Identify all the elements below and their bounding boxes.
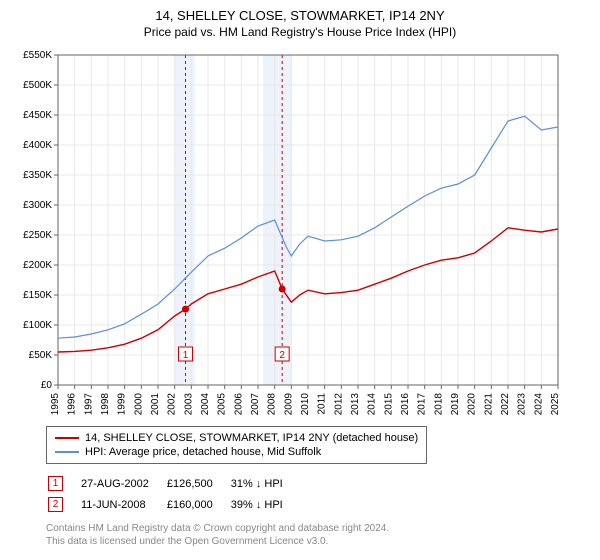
event-row: 1 27-AUG-2002 £126,500 31% ↓ HPI [48,474,299,493]
svg-text:2003: 2003 [183,393,194,415]
event-pct: 39% ↓ HPI [231,495,299,514]
svg-text:2005: 2005 [217,393,228,415]
svg-text:£200K: £200K [23,260,52,271]
event-pct: 31% ↓ HPI [231,474,299,493]
svg-text:2001: 2001 [150,393,161,415]
legend-label-property: 14, SHELLEY CLOSE, STOWMARKET, IP14 2NY … [85,432,418,444]
svg-text:£500K: £500K [23,80,52,91]
svg-text:2019: 2019 [450,393,461,415]
event-date: 11-JUN-2008 [81,495,165,514]
svg-text:2022: 2022 [500,393,511,415]
svg-text:£250K: £250K [23,230,52,241]
svg-text:2006: 2006 [233,393,244,415]
legend: 14, SHELLEY CLOSE, STOWMARKET, IP14 2NY … [46,426,427,464]
event-marker-1: 1 [48,476,63,491]
event-marker-2: 2 [48,497,63,512]
price-chart: £0 £50K £100K £150K £200K £250K £300K £350K £400… [8,45,568,415]
svg-text:1997: 1997 [83,393,94,415]
footer-line2: This data is licensed under the Open Gov… [46,535,592,548]
svg-text:£100K: £100K [23,320,52,331]
svg-text:2021: 2021 [483,393,494,415]
svg-text:£550K: £550K [23,50,52,61]
svg-text:2010: 2010 [300,393,311,415]
svg-text:2024: 2024 [533,393,544,415]
svg-text:2002: 2002 [167,393,178,415]
svg-text:2: 2 [279,350,285,361]
svg-text:2004: 2004 [200,393,211,415]
svg-text:2023: 2023 [517,393,528,415]
svg-text:£400K: £400K [23,140,52,151]
svg-text:2016: 2016 [400,393,411,415]
svg-text:1998: 1998 [100,393,111,415]
svg-text:2020: 2020 [467,393,478,415]
svg-text:2015: 2015 [383,393,394,415]
svg-text:1995: 1995 [50,393,61,415]
legend-item-property: 14, SHELLEY CLOSE, STOWMARKET, IP14 2NY … [55,431,418,445]
legend-label-hpi: HPI: Average price, detached house, Mid … [85,446,321,458]
svg-text:£350K: £350K [23,170,52,181]
legend-line-hpi [55,451,79,453]
svg-text:£300K: £300K [23,200,52,211]
svg-text:2018: 2018 [433,393,444,415]
svg-text:£0: £0 [41,380,53,391]
svg-text:2011: 2011 [317,393,328,415]
svg-text:£50K: £50K [29,350,53,361]
footer: Contains HM Land Registry data © Crown c… [46,522,592,548]
chart-title: 14, SHELLEY CLOSE, STOWMARKET, IP14 2NY [8,8,592,23]
svg-text:2025: 2025 [550,393,561,415]
svg-text:1996: 1996 [67,393,78,415]
svg-text:2008: 2008 [267,393,278,415]
event-date: 27-AUG-2002 [81,474,165,493]
svg-text:1999: 1999 [117,393,128,415]
svg-text:2013: 2013 [350,393,361,415]
svg-text:2009: 2009 [283,393,294,415]
chart-subtitle: Price paid vs. HM Land Registry's House … [8,25,592,39]
event-price: £126,500 [167,474,229,493]
svg-text:£150K: £150K [23,290,52,301]
svg-text:1: 1 [183,350,189,361]
event-table: 1 27-AUG-2002 £126,500 31% ↓ HPI 2 11-JU… [46,472,301,516]
svg-text:2014: 2014 [367,393,378,415]
event-row: 2 11-JUN-2008 £160,000 39% ↓ HPI [48,495,299,514]
svg-text:£450K: £450K [23,110,52,121]
legend-item-hpi: HPI: Average price, detached house, Mid … [55,445,418,459]
footer-line1: Contains HM Land Registry data © Crown c… [46,522,592,535]
svg-text:2012: 2012 [333,393,344,415]
svg-text:2017: 2017 [417,393,428,415]
svg-text:2000: 2000 [133,393,144,415]
event-price: £160,000 [167,495,229,514]
svg-text:2007: 2007 [250,393,261,415]
legend-line-property [55,437,79,439]
